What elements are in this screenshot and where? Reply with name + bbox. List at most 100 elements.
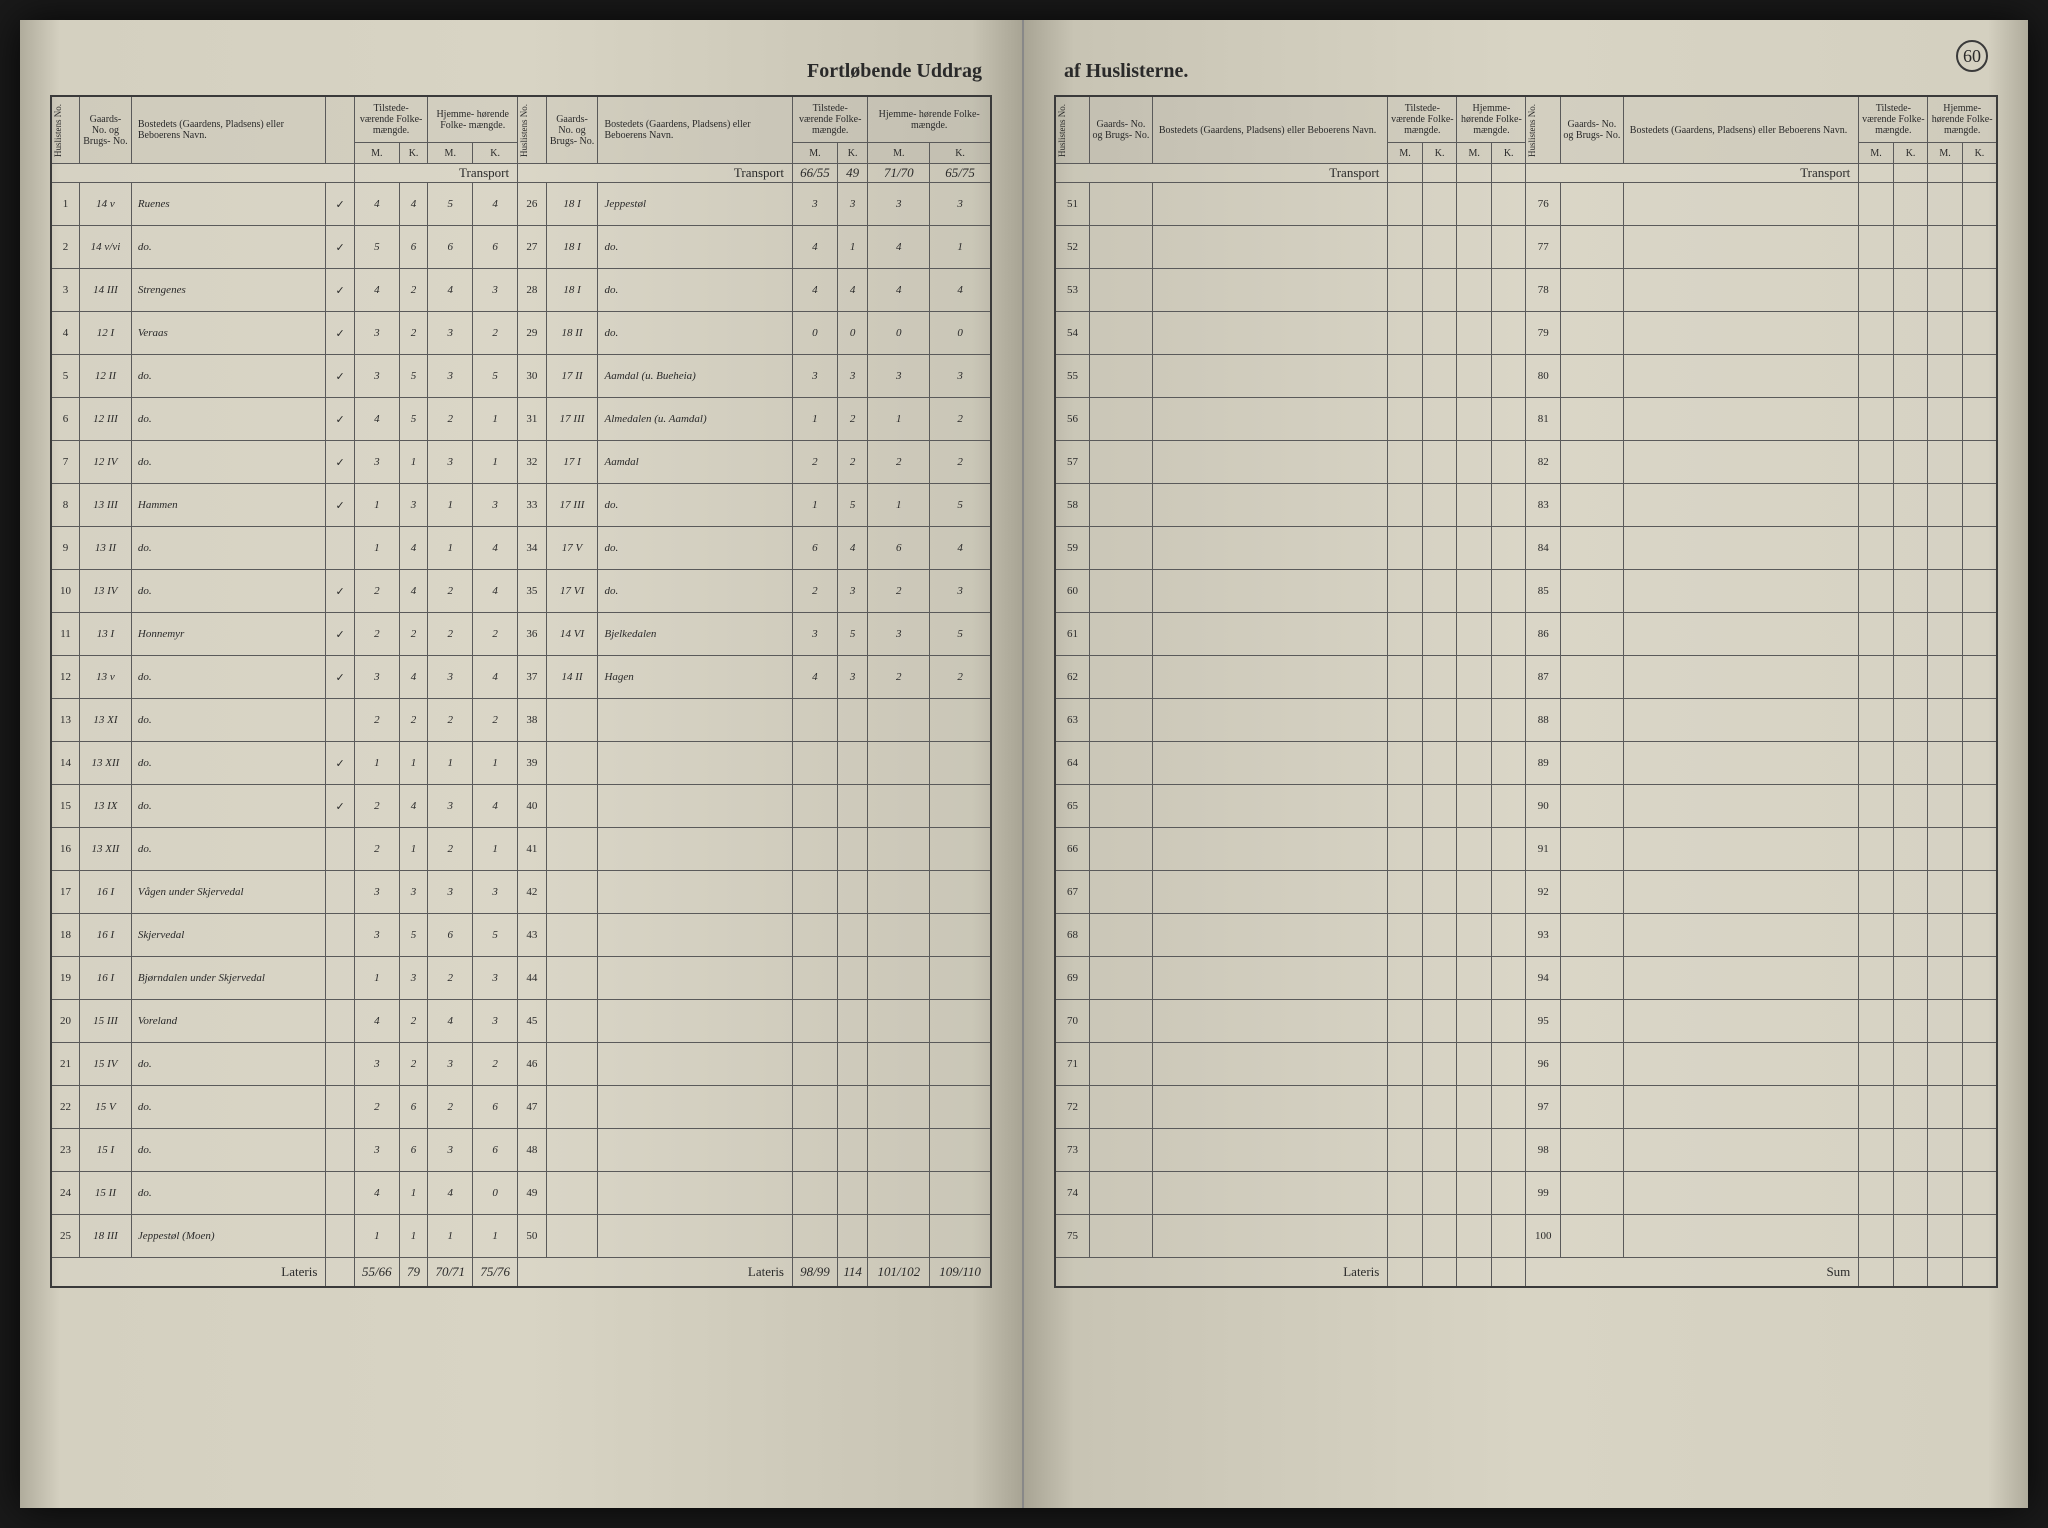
row-num: 92: [1526, 871, 1561, 914]
tm: 2: [354, 699, 399, 742]
hk: 2: [473, 312, 518, 355]
row-num: 59: [1055, 527, 1090, 570]
table-row: 512 IIdo.✓35353017 IIAamdal (u. Bueheia)…: [51, 355, 991, 398]
place-name: Jeppestøl: [598, 183, 793, 226]
table-row: 6893: [1055, 914, 1997, 957]
tm: [792, 1172, 837, 1215]
checkmark: ✓: [326, 613, 355, 656]
tk: 4: [399, 183, 428, 226]
lateris-row: LaterisSum: [1055, 1258, 1997, 1288]
place-name: [598, 1129, 793, 1172]
place-name: [598, 742, 793, 785]
hk: 5: [473, 355, 518, 398]
hk: 0: [930, 312, 991, 355]
tk: [837, 1172, 868, 1215]
tk: 4: [399, 527, 428, 570]
table-row: 114 vRuenes✓44542618 IJeppestøl3333: [51, 183, 991, 226]
tm: [792, 1129, 837, 1172]
table-row: 1313 XIdo.222238: [51, 699, 991, 742]
table-row: 2115 IVdo.323246: [51, 1043, 991, 1086]
right-page: 60 af Huslisterne. Huslistens No. Gaards…: [1024, 20, 2028, 1508]
tm: 1: [792, 484, 837, 527]
table-row: 2215 Vdo.262647: [51, 1086, 991, 1129]
place-name: do.: [131, 785, 326, 828]
hm: 3: [868, 613, 930, 656]
tm: 6: [792, 527, 837, 570]
row-num: 94: [1526, 957, 1561, 1000]
row-num: 2: [51, 226, 80, 269]
tm: [792, 828, 837, 871]
gaard-no: 17 III: [546, 484, 598, 527]
table-row: 5277: [1055, 226, 1997, 269]
tm: 2: [354, 828, 399, 871]
ledger-table-right: Huslistens No. Gaards- No. og Brugs- No.…: [1054, 95, 1998, 1288]
hk: [930, 1000, 991, 1043]
gaard-no: [546, 957, 598, 1000]
row-num: 13: [51, 699, 80, 742]
table-row: 1513 IXdo.✓243440: [51, 785, 991, 828]
row-num: 6: [51, 398, 80, 441]
lateris-label: Lateris: [518, 1258, 793, 1288]
row-num: 43: [518, 914, 547, 957]
place-name: do.: [131, 1086, 326, 1129]
hm: 6: [428, 226, 473, 269]
tm: 3: [354, 355, 399, 398]
row-num: 17: [51, 871, 80, 914]
tk: 2: [399, 1000, 428, 1043]
tk: 1: [837, 226, 868, 269]
hm: 4: [428, 269, 473, 312]
gaard-no: [546, 785, 598, 828]
row-num: 45: [518, 1000, 547, 1043]
checkmark: ✓: [326, 785, 355, 828]
tm: 4: [354, 1000, 399, 1043]
table-row: 6489: [1055, 742, 1997, 785]
checkmark: ✓: [326, 312, 355, 355]
row-num: 66: [1055, 828, 1090, 871]
tm: 1: [354, 742, 399, 785]
tm: 4: [354, 398, 399, 441]
table-row: 214 v/vido.✓56662718 Ido.4141: [51, 226, 991, 269]
col-huslisten: Huslistens No.: [54, 100, 64, 160]
row-num: 74: [1055, 1172, 1090, 1215]
hm: [868, 1215, 930, 1258]
row-num: 100: [1526, 1215, 1561, 1258]
row-num: 47: [518, 1086, 547, 1129]
checkmark: [326, 914, 355, 957]
row-num: 53: [1055, 269, 1090, 312]
row-num: 73: [1055, 1129, 1090, 1172]
tm: [792, 1043, 837, 1086]
tm: [792, 871, 837, 914]
col-tilstede: Tilstede- værende Folke- mængde.: [354, 96, 427, 143]
row-num: 29: [518, 312, 547, 355]
row-num: 35: [518, 570, 547, 613]
table-row: 7095: [1055, 1000, 1997, 1043]
table-row: 913 IIdo.14143417 Vdo.6464: [51, 527, 991, 570]
tk: [837, 828, 868, 871]
tk: [837, 785, 868, 828]
row-num: 20: [51, 1000, 80, 1043]
tk: 1: [399, 441, 428, 484]
hk: 0: [473, 1172, 518, 1215]
table-row: 1716 IVågen under Skjervedal333342: [51, 871, 991, 914]
table-row: 6186: [1055, 613, 1997, 656]
tk: 3: [399, 957, 428, 1000]
tk: 3: [837, 656, 868, 699]
tk: 6: [399, 1129, 428, 1172]
hk: 4: [930, 269, 991, 312]
row-num: 58: [1055, 484, 1090, 527]
hk: [930, 1043, 991, 1086]
gaard-no: [546, 914, 598, 957]
row-num: 24: [51, 1172, 80, 1215]
tk: 2: [399, 269, 428, 312]
table-row: 6287: [1055, 656, 1997, 699]
tk: 1: [399, 828, 428, 871]
tk: 3: [837, 570, 868, 613]
row-num: 76: [1526, 183, 1561, 226]
tm: 3: [792, 613, 837, 656]
hk: 4: [473, 656, 518, 699]
gaard-no: 13 II: [80, 527, 132, 570]
tk: 3: [837, 355, 868, 398]
ledger-book: Fortløbende Uddrag Huslistens No. Gaards…: [20, 20, 2028, 1508]
row-num: 87: [1526, 656, 1561, 699]
hk: 3: [473, 484, 518, 527]
